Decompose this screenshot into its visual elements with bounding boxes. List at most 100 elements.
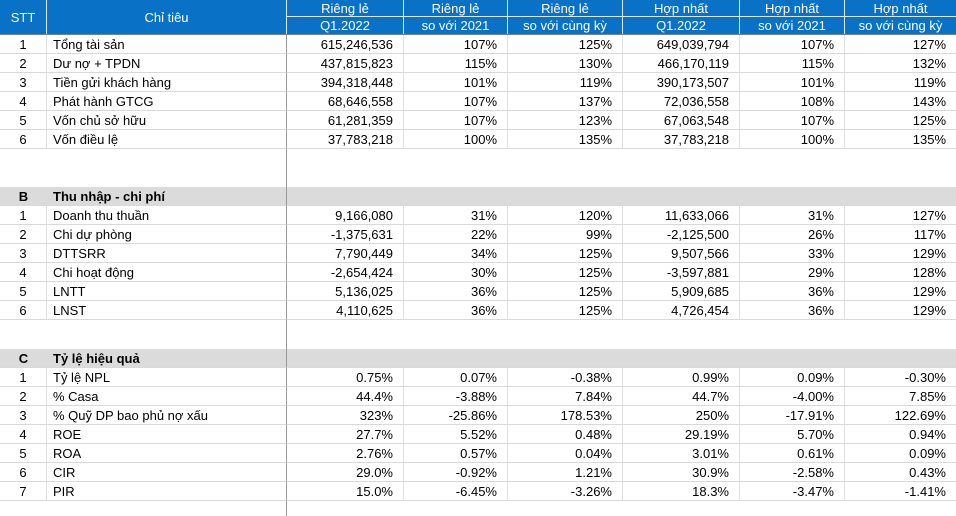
cell-stt[interactable]: 2: [0, 387, 47, 406]
cell-value[interactable]: 129%: [845, 244, 956, 263]
cell-indicator[interactable]: Chi dự phòng: [47, 225, 287, 244]
cell-value[interactable]: 125%: [508, 35, 623, 54]
cell-value[interactable]: 466,170,119: [623, 54, 740, 73]
header-sub-vs-cung-ky-rl[interactable]: so với cùng kỳ: [508, 17, 623, 34]
cell-value[interactable]: 125%: [508, 263, 623, 282]
cell-value[interactable]: 36%: [404, 301, 508, 320]
cell-value[interactable]: 29.19%: [623, 425, 740, 444]
cell-value[interactable]: -0.92%: [404, 463, 508, 482]
cell-value[interactable]: -2,125,500: [623, 225, 740, 244]
cell-stt[interactable]: 4: [0, 263, 47, 282]
cell-value[interactable]: -3,597,881: [623, 263, 740, 282]
cell-value[interactable]: 7.84%: [508, 387, 623, 406]
cell-value[interactable]: -2,654,424: [287, 263, 404, 282]
cell-value[interactable]: 127%: [845, 35, 956, 54]
cell-value[interactable]: 129%: [845, 301, 956, 320]
cell-value[interactable]: 107%: [404, 35, 508, 54]
cell-value[interactable]: 115%: [404, 54, 508, 73]
cell-value[interactable]: 117%: [845, 225, 956, 244]
cell-value[interactable]: 9,166,080: [287, 206, 404, 225]
cell-value[interactable]: 0.09%: [845, 444, 956, 463]
header-sub-vs-2021-rl[interactable]: so với 2021: [404, 17, 508, 34]
section-title[interactable]: Tỷ lệ hiệu quả: [47, 349, 287, 368]
cell-value[interactable]: 119%: [508, 73, 623, 92]
cell-value[interactable]: 18.3%: [623, 482, 740, 501]
cell-value[interactable]: -0.38%: [508, 368, 623, 387]
cell-value[interactable]: 36%: [404, 282, 508, 301]
cell-value[interactable]: 137%: [508, 92, 623, 111]
cell-value[interactable]: -3.88%: [404, 387, 508, 406]
cell-value[interactable]: -0.30%: [845, 368, 956, 387]
cell-value[interactable]: 33%: [740, 244, 845, 263]
cell-value[interactable]: -6.45%: [404, 482, 508, 501]
cell-value[interactable]: 26%: [740, 225, 845, 244]
cell-value[interactable]: 36%: [740, 301, 845, 320]
cell-indicator[interactable]: Tiền gửi khách hàng: [47, 73, 287, 92]
cell-value[interactable]: 0.99%: [623, 368, 740, 387]
cell-indicator[interactable]: PIR: [47, 482, 287, 501]
cell-value[interactable]: 120%: [508, 206, 623, 225]
cell-value[interactable]: 3.01%: [623, 444, 740, 463]
cell-value[interactable]: -1.41%: [845, 482, 956, 501]
cell-value[interactable]: 0.43%: [845, 463, 956, 482]
cell-stt[interactable]: 3: [0, 406, 47, 425]
cell-stt[interactable]: 6: [0, 301, 47, 320]
cell-value[interactable]: 67,063,548: [623, 111, 740, 130]
cell-value[interactable]: 615,246,536: [287, 35, 404, 54]
cell-value[interactable]: 72,036,558: [623, 92, 740, 111]
cell-value[interactable]: 250%: [623, 406, 740, 425]
cell-value[interactable]: 0.09%: [740, 368, 845, 387]
cell-value[interactable]: 7.85%: [845, 387, 956, 406]
cell-value[interactable]: 125%: [845, 111, 956, 130]
cell-value[interactable]: -17.91%: [740, 406, 845, 425]
cell-value[interactable]: 0.57%: [404, 444, 508, 463]
cell-value[interactable]: 5.52%: [404, 425, 508, 444]
cell-value[interactable]: 44.7%: [623, 387, 740, 406]
header-sub-q1-2022-rl[interactable]: Q1.2022: [287, 17, 404, 34]
cell-value[interactable]: 115%: [740, 54, 845, 73]
cell-value[interactable]: 9,507,566: [623, 244, 740, 263]
cell-value[interactable]: -2.58%: [740, 463, 845, 482]
cell-value[interactable]: 135%: [508, 130, 623, 149]
cell-value[interactable]: -4.00%: [740, 387, 845, 406]
cell-value[interactable]: 101%: [404, 73, 508, 92]
cell-indicator[interactable]: % Quỹ DP bao phủ nợ xấu: [47, 406, 287, 425]
cell-value[interactable]: 125%: [508, 301, 623, 320]
cell-value[interactable]: 128%: [845, 263, 956, 282]
cell-value[interactable]: 129%: [845, 282, 956, 301]
cell-value[interactable]: 37,783,218: [287, 130, 404, 149]
cell-value[interactable]: 0.07%: [404, 368, 508, 387]
cell-value[interactable]: 61,281,359: [287, 111, 404, 130]
cell-stt[interactable]: 2: [0, 225, 47, 244]
cell-value[interactable]: 107%: [740, 111, 845, 130]
cell-value[interactable]: 30.9%: [623, 463, 740, 482]
cell-value[interactable]: 29%: [740, 263, 845, 282]
cell-stt[interactable]: 1: [0, 35, 47, 54]
cell-value[interactable]: 107%: [404, 111, 508, 130]
cell-value[interactable]: 15.0%: [287, 482, 404, 501]
cell-indicator[interactable]: ROE: [47, 425, 287, 444]
cell-value[interactable]: 0.48%: [508, 425, 623, 444]
header-sub-q1-2022-hn[interactable]: Q1.2022: [623, 17, 740, 34]
cell-value[interactable]: 2.76%: [287, 444, 404, 463]
cell-stt[interactable]: 6: [0, 463, 47, 482]
cell-indicator[interactable]: % Casa: [47, 387, 287, 406]
cell-value[interactable]: 44.4%: [287, 387, 404, 406]
cell-indicator[interactable]: LNST: [47, 301, 287, 320]
cell-value[interactable]: 437,815,823: [287, 54, 404, 73]
header-group-hop-nhat-3[interactable]: Hợp nhất: [845, 0, 956, 17]
cell-stt[interactable]: 5: [0, 282, 47, 301]
cell-indicator[interactable]: CIR: [47, 463, 287, 482]
cell-value[interactable]: -3.47%: [740, 482, 845, 501]
cell-indicator[interactable]: DTTSRR: [47, 244, 287, 263]
cell-value[interactable]: 119%: [845, 73, 956, 92]
cell-value[interactable]: 323%: [287, 406, 404, 425]
section-letter[interactable]: C: [0, 349, 47, 368]
cell-value[interactable]: 29.0%: [287, 463, 404, 482]
cell-indicator[interactable]: Phát hành GTCG: [47, 92, 287, 111]
cell-indicator[interactable]: Chi hoạt động: [47, 263, 287, 282]
cell-stt[interactable]: 5: [0, 111, 47, 130]
cell-value[interactable]: -3.26%: [508, 482, 623, 501]
cell-indicator[interactable]: Dư nợ + TPDN: [47, 54, 287, 73]
cell-value[interactable]: 100%: [740, 130, 845, 149]
